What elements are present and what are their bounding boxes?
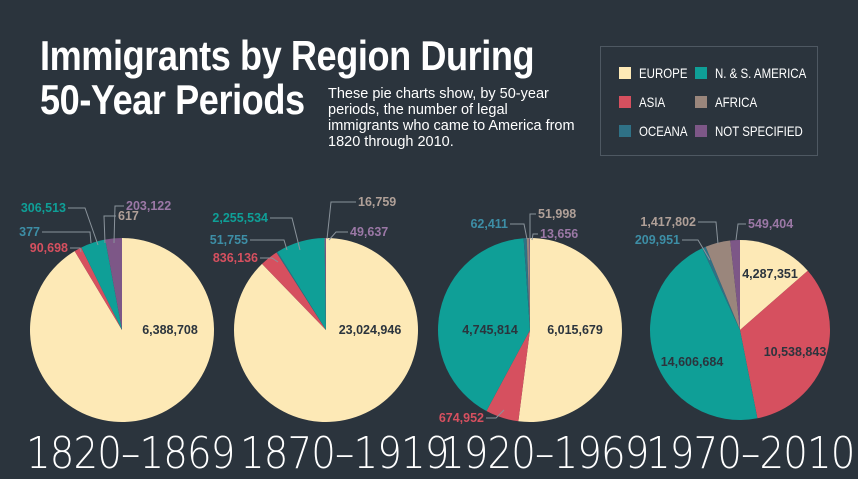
pie-slice-1-oceana xyxy=(81,247,122,330)
leader-line-1-3 xyxy=(68,207,99,246)
pie-slice-3-asia xyxy=(486,330,530,422)
legend-item-not-specified: NOT SPECIFIED xyxy=(695,123,822,139)
leader-line-4-5 xyxy=(735,223,746,241)
pie-slice-2-n-s-america xyxy=(277,238,326,330)
legend-swatch-americas xyxy=(695,67,707,79)
legend: EUROPE N. & S. AMERICA ASIA AFRICA OCEAN… xyxy=(600,46,818,156)
period-label-1820-1869: 1820–1869 xyxy=(26,428,235,479)
leader-line-3-3 xyxy=(510,223,528,240)
pie-slice-4-not-specified xyxy=(730,240,740,330)
pie-slice-1-europe xyxy=(30,238,215,422)
data-label-1-not-specified: 203,122 xyxy=(126,199,171,213)
data-label-2-not-specified: 49,637 xyxy=(350,225,388,239)
leader-line-3-5 xyxy=(531,233,538,241)
pie-slice-1-n-s-america xyxy=(81,239,122,330)
data-label-2-oceana: 51,755 xyxy=(210,233,248,247)
legend-label-africa: AFRICA xyxy=(715,94,758,110)
data-label-4-africa: 1,417,802 xyxy=(640,215,696,229)
legend-swatch-africa xyxy=(695,96,707,108)
legend-label-oceana: OCEANA xyxy=(639,123,688,139)
data-label-1-n-s-america: 306,513 xyxy=(21,201,66,215)
leader-line-1-4 xyxy=(103,215,116,244)
leader-line-4-4 xyxy=(698,221,719,245)
pie-slice-2-africa xyxy=(324,238,326,330)
leader-line-1-5 xyxy=(113,205,124,244)
data-label-3-asia: 674,952 xyxy=(439,411,484,425)
legend-item-africa: AFRICA xyxy=(695,94,766,110)
data-label-3-europe: 6,015,679 xyxy=(547,323,603,337)
data-label-4-oceana: 209,951 xyxy=(635,233,680,247)
data-label-4-not-specified: 549,404 xyxy=(748,217,793,231)
pie-slice-3-not-specified xyxy=(529,238,530,330)
data-label-4-n-s-america: 14,606,684 xyxy=(661,355,724,369)
leader-line-2-3 xyxy=(270,217,301,251)
data-label-3-africa: 51,998 xyxy=(538,207,576,221)
page-title: Immigrants by Region During 50-Year Peri… xyxy=(40,32,535,123)
legend-label-europe: EUROPE xyxy=(639,65,688,81)
pie-slice-2-not-specified xyxy=(324,238,326,330)
leader-line-4-3 xyxy=(682,239,711,261)
data-label-2-africa: 16,759 xyxy=(358,195,396,209)
data-label-4-europe: 4,287,351 xyxy=(742,267,798,281)
data-label-2-n-s-america: 2,255,534 xyxy=(212,211,268,225)
data-label-3-not-specified: 13,656 xyxy=(540,227,578,241)
legend-label-not-specified: NOT SPECIFIED xyxy=(715,123,803,139)
title-line-2: 50-Year Periods xyxy=(40,76,305,123)
leader-line-3-4 xyxy=(529,213,536,239)
chart-description: These pie charts show, by 50-year period… xyxy=(328,86,575,150)
leader-line-2-5 xyxy=(328,231,348,241)
pie-slice-4-africa xyxy=(705,240,740,330)
pie-slice-2-asia xyxy=(262,252,326,330)
pie-slice-3-oceana xyxy=(523,238,530,330)
leader-line-2-1 xyxy=(260,257,279,263)
legend-item-europe: EUROPE xyxy=(619,65,698,81)
leader-line-2-2 xyxy=(250,239,288,251)
pie-slice-1-asia xyxy=(74,247,122,330)
pie-chart-4: 4,287,351 10,538,843 14,606,684 209,951 1,41… xyxy=(635,215,830,420)
legend-item-asia: ASIA xyxy=(619,94,671,110)
data-label-3-n-s-america: 4,745,814 xyxy=(462,323,518,337)
title-line-1: Immigrants by Region During xyxy=(40,32,535,79)
legend-swatch-not-specified xyxy=(695,125,707,137)
pie-slice-4-europe xyxy=(740,240,808,330)
leader-line-3-1 xyxy=(486,409,505,419)
pie-slice-4-oceana xyxy=(702,246,740,330)
period-label-1920-1969: 1920–1969 xyxy=(440,428,649,479)
pie-slice-2-europe xyxy=(234,238,419,422)
pie-slice-2-oceana xyxy=(276,251,326,330)
data-label-1-asia: 90,698 xyxy=(30,241,68,255)
leader-line-2-4 xyxy=(326,201,356,240)
data-label-2-asia: 836,136 xyxy=(213,251,258,265)
legend-swatch-asia xyxy=(619,96,631,108)
period-label-1870-1919: 1870–1919 xyxy=(240,428,449,479)
data-label-4-asia: 10,538,843 xyxy=(764,345,827,359)
legend-swatch-oceana xyxy=(619,125,631,137)
pie-slice-3-europe xyxy=(518,238,623,422)
pie-slice-1-africa xyxy=(105,239,122,330)
data-label-2-europe: 23,024,946 xyxy=(339,323,402,337)
data-label-3-oceana: 62,411 xyxy=(470,217,508,231)
pie-chart-2: 23,024,946 836,136 51,755 2,255,534 16,759 49… xyxy=(210,195,419,422)
pie-slice-4-asia xyxy=(740,270,830,419)
data-label-1-europe: 6,388,708 xyxy=(142,323,198,337)
pie-slice-1-not-specified xyxy=(105,238,122,330)
leader-line-1-2 xyxy=(42,231,92,244)
pie-chart-3: 6,015,679 674,952 4,745,814 62,411 51,998 13,… xyxy=(437,207,623,425)
legend-label-asia: ASIA xyxy=(639,94,666,110)
legend-label-americas: N. & S. AMERICA xyxy=(715,65,807,81)
data-label-1-africa: 617 xyxy=(118,209,139,223)
legend-swatch-europe xyxy=(619,67,631,79)
data-label-1-oceana: 377 xyxy=(19,225,40,239)
leader-line-1-1 xyxy=(70,247,82,253)
legend-item-oceana: OCEANA xyxy=(619,123,698,139)
pie-slice-3-n-s-america xyxy=(437,238,530,412)
period-label-1970-2010: 1970–2010 xyxy=(646,428,855,479)
pie-slice-4-n-s-america xyxy=(650,248,758,420)
pie-slice-3-africa xyxy=(526,238,530,330)
legend-item-americas: N. & S. AMERICA xyxy=(695,65,826,81)
